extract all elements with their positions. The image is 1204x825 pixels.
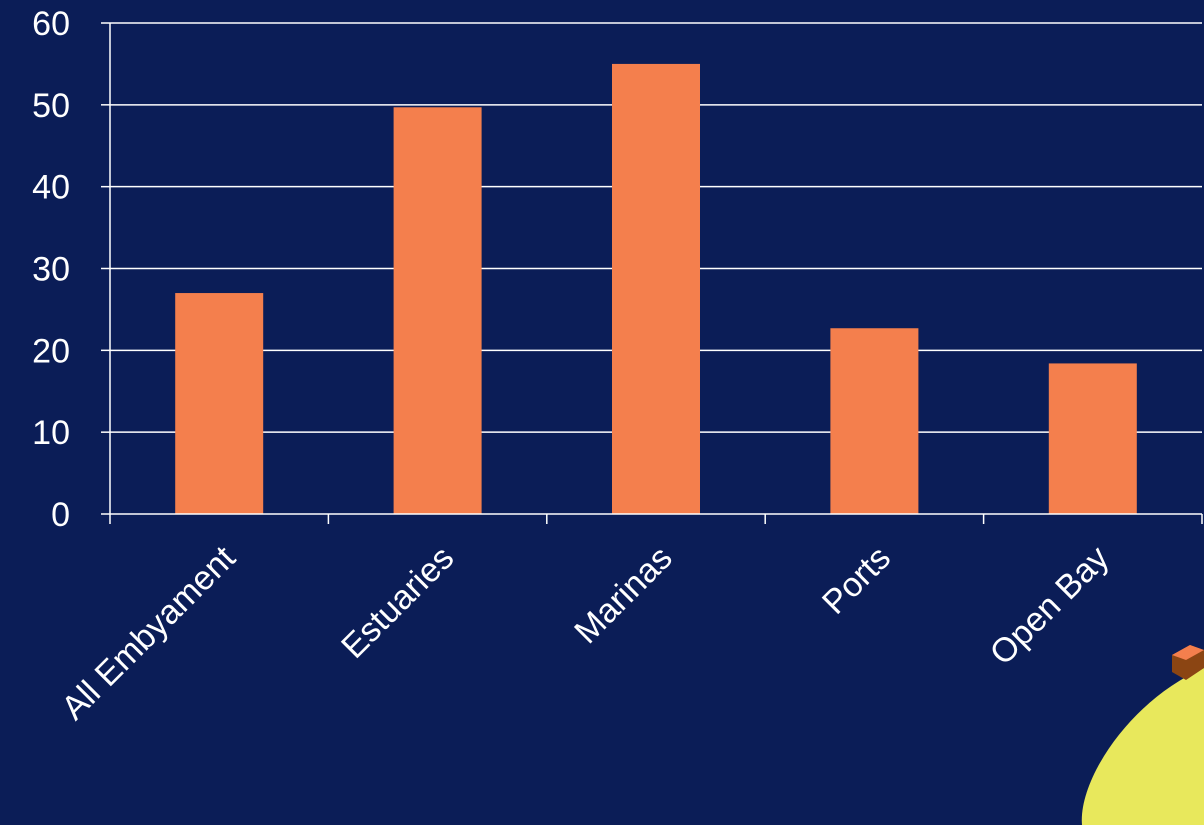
bar-all-embyament (175, 293, 264, 514)
orange-block-top (1172, 645, 1204, 660)
y-tick-label: 0 (51, 496, 70, 534)
category-label: Marinas (567, 539, 679, 651)
y-tick-label: 50 (32, 87, 70, 125)
y-tick-label: 20 (32, 332, 70, 370)
category-label: Estuaries (334, 539, 461, 666)
axes (101, 22, 1203, 524)
y-tick-label: 10 (32, 414, 70, 452)
category-labels: All Embyament Estuaries Marinas Ports Open B… (54, 538, 1116, 727)
y-tick-label: 30 (32, 251, 70, 289)
bar-estuaries (393, 107, 482, 514)
category-label: Ports (815, 539, 898, 622)
category-label: Open Bay (983, 539, 1117, 673)
bar-open-bay (1048, 363, 1137, 514)
corner-decoration (1081, 645, 1204, 825)
bar-marinas (612, 63, 700, 515)
category-label: All Embyament (54, 538, 243, 727)
y-tick-label: 60 (32, 5, 70, 43)
y-tick-label: 40 (32, 169, 70, 207)
y-tick-labels: 0 10 20 30 40 50 60 (32, 5, 70, 534)
yellow-shape (1081, 668, 1204, 825)
bars (175, 63, 1137, 515)
bar-ports (830, 328, 919, 514)
